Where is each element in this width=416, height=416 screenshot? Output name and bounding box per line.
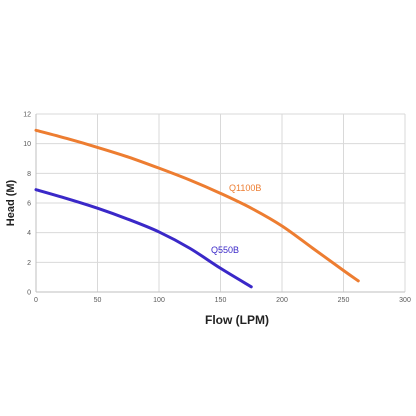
y-tick-label: 0	[27, 290, 31, 297]
x-axis-title: Flow (LPM)	[205, 313, 269, 327]
series-label-q550b: Q550B	[211, 245, 239, 255]
x-tick-label: 50	[94, 297, 102, 304]
x-tick-label: 0	[34, 297, 38, 304]
y-tick-label: 2	[27, 260, 31, 267]
x-tick-label: 200	[276, 297, 288, 304]
series-labels: Q1100B Q550B	[211, 183, 261, 255]
tick-labels: 0 50 100 150 200 250 300 0 2 4 6 8 10 12	[23, 112, 411, 305]
y-tick-label: 6	[27, 201, 31, 208]
axes	[35, 114, 405, 293]
x-tick-label: 250	[338, 297, 350, 304]
y-tick-label: 12	[23, 112, 31, 119]
x-tick-label: 300	[399, 297, 411, 304]
series-line-q1100b	[34, 128, 360, 283]
series-line-q550b	[34, 188, 253, 289]
series-label-q1100b: Q1100B	[229, 183, 261, 193]
gridlines	[36, 113, 406, 292]
series-lines	[34, 128, 360, 289]
y-axis-title: Head (M)	[5, 179, 17, 226]
y-tick-label: 10	[23, 141, 31, 148]
x-tick-label: 150	[215, 297, 227, 304]
x-tick-label: 100	[153, 297, 165, 304]
y-tick-label: 8	[27, 171, 31, 178]
y-tick-label: 4	[27, 230, 31, 237]
